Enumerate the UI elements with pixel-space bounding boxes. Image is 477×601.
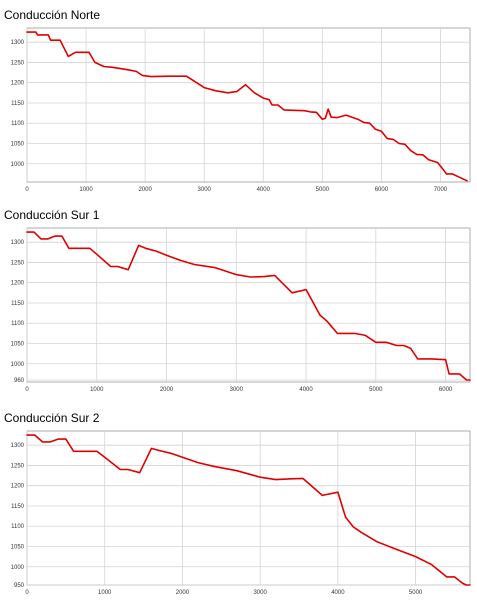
x-tick-label: 1000	[98, 590, 112, 596]
x-tick-label: 1000	[79, 187, 93, 193]
x-tick-label: 4000	[299, 387, 313, 393]
chart-conduccion-norte: Conducción Norte 0 1000 2000 3000 4000 5000 60…	[0, 0, 477, 196]
y-tick-label: 960	[14, 378, 25, 384]
y-tick-label: 1150	[11, 101, 25, 107]
x-tick-label: 7000	[434, 187, 448, 193]
y-tick-label: 1050	[11, 342, 25, 348]
y-tick-label: 1100	[11, 524, 25, 530]
x-tick-label: 3000	[230, 387, 244, 393]
x-tick-label: 4000	[257, 187, 271, 193]
y-tick-label: 1150	[11, 301, 25, 307]
chart-title: Conducción Sur 2	[4, 411, 99, 425]
x-tick-label: 2000	[176, 590, 190, 596]
chart-conduccion-sur-2: Conducción Sur 2 0 1000 2000 3000 4000 5000 95…	[0, 403, 477, 600]
y-tick-label: 950	[14, 583, 25, 589]
y-tick-label: 1300	[11, 443, 25, 449]
y-tick-label: 1050	[11, 545, 25, 551]
x-tick-label: 3000	[198, 187, 212, 193]
y-tick-label: 1300	[11, 40, 25, 46]
x-tick-label: 5000	[369, 387, 383, 393]
x-tick-label: 5000	[316, 187, 330, 193]
x-tick-label: 6000	[439, 387, 453, 393]
y-tick-label: 1100	[11, 121, 25, 127]
x-tick-label: 0	[25, 387, 29, 393]
chart-conduccion-sur-1: Conducción Sur 1 0 1000 2000 3000 4000 5000 60…	[0, 200, 477, 396]
y-tick-label: 1250	[11, 260, 25, 266]
chart-plot: 0 1000 2000 3000 4000 5000 6000 960 1000 1050 1100…	[0, 222, 477, 398]
plot-area	[27, 28, 470, 182]
x-tick-label: 2000	[138, 187, 152, 193]
chart-title: Conducción Norte	[4, 8, 100, 22]
x-tick-label: 6000	[375, 187, 389, 193]
y-tick-label: 1050	[11, 142, 25, 148]
x-tick-label: 4000	[331, 590, 345, 596]
y-tick-label: 1250	[11, 463, 25, 469]
x-tick-label: 0	[25, 187, 29, 193]
y-tick-label: 1250	[11, 60, 25, 66]
y-tick-label: 1000	[11, 362, 25, 368]
y-tick-label: 1100	[11, 321, 25, 327]
y-tick-label: 1200	[11, 281, 25, 287]
plot-area	[27, 431, 470, 585]
chart-title: Conducción Sur 1	[4, 208, 99, 222]
y-tick-label: 1200	[11, 484, 25, 490]
x-tick-label: 2000	[160, 387, 174, 393]
x-tick-label: 5000	[409, 590, 423, 596]
y-tick-label: 1000	[11, 162, 25, 168]
x-tick-label: 0	[25, 590, 29, 596]
chart-plot: 0 1000 2000 3000 4000 5000 950 1000 1050 1100 1150…	[0, 425, 477, 601]
chart-plot: 0 1000 2000 3000 4000 5000 6000 7000 1000 1050 110…	[0, 22, 477, 198]
y-tick-label: 1300	[11, 240, 25, 246]
x-tick-label: 1000	[90, 387, 104, 393]
y-tick-label: 1200	[11, 81, 25, 87]
y-tick-label: 1000	[11, 565, 25, 571]
y-tick-label: 1150	[11, 504, 25, 510]
x-tick-label: 3000	[253, 590, 267, 596]
